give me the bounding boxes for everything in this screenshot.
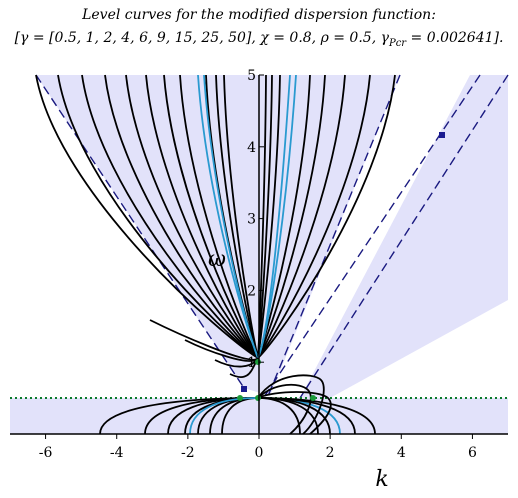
level-curve <box>179 74 259 359</box>
chart-title: Level curves for the modified dispersion… <box>81 7 436 23</box>
x-tick-label: -6 <box>39 445 53 461</box>
level-curve <box>257 374 325 435</box>
y-axis-label: ω <box>208 247 226 272</box>
x-tick-label: -4 <box>110 445 124 461</box>
x-tick-label: -2 <box>181 445 195 461</box>
level-curve <box>257 74 326 359</box>
level-curve <box>257 397 376 435</box>
subtitle-subscript: Pcr <box>388 38 407 49</box>
marker <box>255 395 261 401</box>
y-tick-label: 1 <box>247 355 256 371</box>
asymptote <box>35 74 245 389</box>
asymptote <box>261 74 481 401</box>
chart-subtitle: [γ = [0.5, 1, 2, 4, 6, 9, 15, 25, 50], χ… <box>15 30 504 49</box>
level-curve <box>257 391 332 435</box>
level-curve <box>257 74 371 359</box>
level-curve <box>223 74 259 359</box>
level-curve <box>163 74 259 359</box>
y-tick-label: 4 <box>247 140 256 156</box>
asymptote <box>299 74 509 399</box>
level-curve <box>257 383 312 435</box>
marker <box>439 132 445 138</box>
level-curve <box>145 74 259 359</box>
level-curve <box>125 74 259 359</box>
marker <box>241 386 247 392</box>
x-tick-label: 4 <box>397 445 406 461</box>
asymptote <box>267 74 401 397</box>
level-curve <box>149 319 259 361</box>
marker <box>310 395 316 401</box>
level-curve <box>257 74 396 359</box>
x-tick-label: 0 <box>255 445 264 461</box>
level-curve <box>35 74 259 359</box>
level-curve <box>189 397 259 435</box>
y-tick-label: 5 <box>247 68 256 84</box>
level-curve <box>257 74 297 359</box>
markers <box>237 132 445 401</box>
level-curve <box>203 74 259 359</box>
y-tick-label: 2 <box>247 283 256 299</box>
y-tick-label: 3 <box>247 212 256 228</box>
level-curve <box>81 74 259 359</box>
level-curve <box>57 74 259 359</box>
level-curve <box>257 74 346 359</box>
level-curves <box>35 74 396 435</box>
level-curve <box>184 339 259 362</box>
x-axis-label: k <box>375 467 388 492</box>
subtitle-part: = 0.002641]. <box>406 30 503 46</box>
marker <box>237 395 243 401</box>
level-curve <box>104 74 259 359</box>
x-tick-label: 6 <box>468 445 477 461</box>
subtitle-part: [γ = [0.5, 1, 2, 4, 6, 9, 15, 25, 50], χ… <box>15 30 390 46</box>
x-tick-label: 2 <box>326 445 335 461</box>
level-curve <box>257 74 281 359</box>
